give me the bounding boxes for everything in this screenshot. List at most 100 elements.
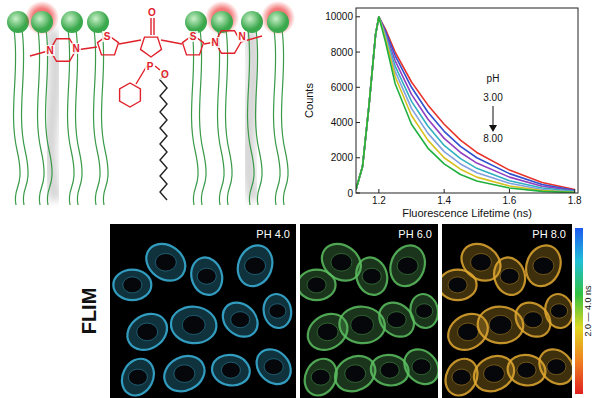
cell	[113, 270, 151, 300]
y-tick-label: 2000	[331, 152, 354, 163]
bond	[155, 66, 160, 70]
lipid-head	[87, 11, 109, 33]
flim-title: FLIM	[78, 288, 100, 335]
arrow-head	[489, 125, 497, 132]
lines	[356, 17, 575, 193]
x-tick-label: 1.8	[568, 195, 582, 206]
y-tick	[356, 122, 360, 123]
annotation: pH	[487, 73, 500, 84]
nucleus	[128, 369, 147, 385]
decay-curve	[356, 17, 575, 192]
lipid-tail	[200, 30, 207, 205]
lipid-head	[185, 11, 207, 33]
lipid-tail	[102, 30, 109, 205]
cells	[442, 236, 572, 398]
atom-label: N	[211, 37, 218, 48]
nucleus	[547, 359, 566, 375]
atom-label: N	[46, 45, 53, 56]
figure: NNSOPOSNN1.21.41.61.80200040006000800010…	[0, 0, 595, 398]
cell	[139, 236, 193, 288]
cell	[520, 240, 566, 291]
decay-curve	[356, 17, 575, 192]
nucleus	[484, 365, 505, 383]
lipid-tail	[218, 30, 225, 205]
flim-image: PH 8.0	[439, 224, 581, 398]
cell	[385, 240, 431, 291]
x-tick	[509, 189, 510, 193]
nucleus	[231, 312, 250, 328]
cell	[397, 342, 438, 391]
nucleus	[533, 257, 554, 275]
atom-bg	[160, 69, 170, 80]
probe-molecule	[30, 18, 262, 107]
cell	[250, 342, 296, 391]
atom-bg	[45, 45, 55, 56]
flim-image: PH 4.0	[110, 224, 298, 398]
nucleus	[448, 277, 467, 293]
panel-label: PH 6.0	[398, 228, 432, 240]
y-tick	[356, 157, 360, 158]
bond	[153, 18, 154, 35]
color-bar-label: 2.0 — 4.0 ns	[583, 285, 593, 337]
nucleus	[345, 365, 366, 383]
plot-frame	[356, 8, 578, 193]
nucleus	[416, 304, 433, 318]
atom-bg	[237, 31, 247, 42]
atom-label: S	[104, 31, 111, 42]
y-tick	[356, 193, 360, 194]
y-tick	[356, 87, 360, 88]
lipid-head	[241, 11, 263, 33]
cell	[210, 352, 253, 389]
nucleus	[174, 365, 195, 383]
lipid-tail	[226, 30, 233, 205]
bond	[150, 18, 151, 35]
cell	[169, 305, 218, 345]
probe-glow	[261, 1, 295, 35]
cell	[408, 292, 438, 331]
color-bar	[575, 228, 583, 394]
nucleus	[452, 369, 471, 385]
nucleus	[245, 257, 266, 275]
nucleus	[517, 362, 536, 378]
atom-bg	[210, 37, 220, 48]
lipid-tail	[14, 30, 21, 205]
atom-label: O	[148, 7, 156, 18]
cells	[113, 236, 296, 398]
cell	[116, 353, 160, 398]
decay-curve	[356, 17, 575, 191]
y-tick-label: 0	[347, 188, 353, 199]
annotation: 8.00	[483, 133, 503, 144]
nucleus	[221, 362, 240, 378]
x-tick	[378, 189, 379, 193]
x-axis-title: Fluorescence Lifetime (ns)	[402, 207, 532, 219]
image-background	[442, 224, 572, 398]
cell	[490, 254, 530, 299]
atom-label: S	[190, 31, 197, 42]
decay-curve	[356, 17, 575, 193]
annotation: 3.00	[483, 92, 503, 103]
lipid-tail	[248, 30, 255, 205]
y-tick-label: 4000	[331, 117, 354, 128]
atom-bg	[71, 43, 81, 54]
nucleus	[182, 315, 205, 334]
cell	[261, 292, 294, 331]
x-tick	[574, 189, 575, 193]
nucleus	[331, 254, 352, 272]
nucleus	[317, 323, 338, 341]
cell	[158, 349, 210, 398]
atom-bg	[145, 61, 155, 72]
figure-root: NNSOPOSNN1.21.41.61.80200040006000800010…	[0, 0, 595, 398]
cell	[216, 296, 265, 344]
atom-label: N	[72, 43, 79, 54]
decay-curve	[356, 17, 575, 192]
panel-label: PH 4.0	[256, 228, 290, 240]
nucleus	[307, 277, 326, 293]
probe-glow	[205, 1, 239, 35]
lipid-tail	[38, 30, 45, 205]
nucleus	[123, 277, 142, 293]
nucleus	[380, 362, 399, 378]
lipid-head	[267, 11, 289, 33]
y-tick-label: 10000	[325, 11, 353, 22]
nucleus	[412, 359, 431, 375]
nucleus	[524, 312, 543, 328]
